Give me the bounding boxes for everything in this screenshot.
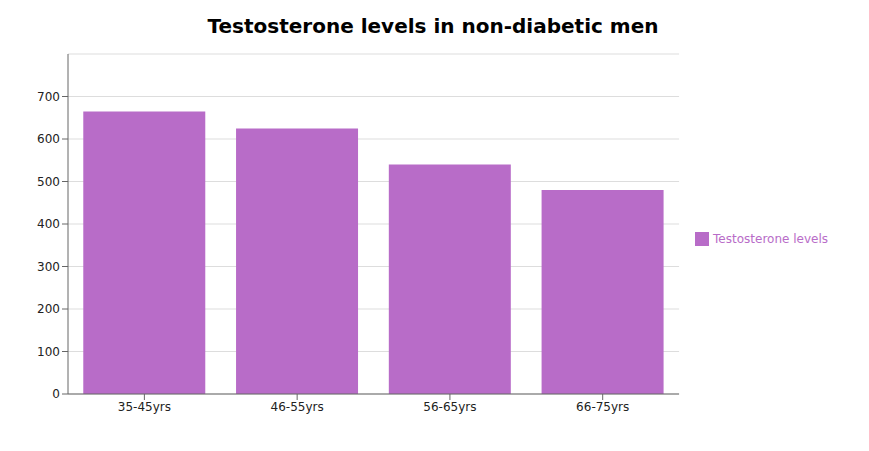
svg-text:400: 400: [37, 217, 60, 231]
svg-text:0: 0: [52, 387, 60, 401]
svg-text:46-55yrs: 46-55yrs: [271, 400, 324, 414]
svg-text:35-45yrs: 35-45yrs: [118, 400, 171, 414]
svg-text:100: 100: [37, 345, 60, 359]
svg-text:200: 200: [37, 302, 60, 316]
svg-text:600: 600: [37, 132, 60, 146]
svg-text:66-75yrs: 66-75yrs: [576, 400, 629, 414]
svg-text:300: 300: [37, 260, 60, 274]
html-text:Testosterone levels: Testosterone levels: [713, 231, 828, 246]
svg-text:56-65yrs: 56-65yrs: [423, 400, 476, 414]
svg-text:700: 700: [37, 90, 60, 104]
svg-text:500: 500: [37, 175, 60, 189]
html-text:Testosterone levels in non-dia: Testosterone levels in non-diabetic men: [207, 14, 659, 38]
